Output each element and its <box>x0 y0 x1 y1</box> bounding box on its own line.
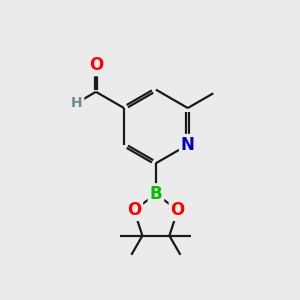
Text: N: N <box>181 136 195 154</box>
Text: H: H <box>71 96 83 110</box>
Text: O: O <box>127 201 141 219</box>
Text: B: B <box>150 185 162 203</box>
Text: O: O <box>171 201 185 219</box>
Text: O: O <box>89 56 103 74</box>
